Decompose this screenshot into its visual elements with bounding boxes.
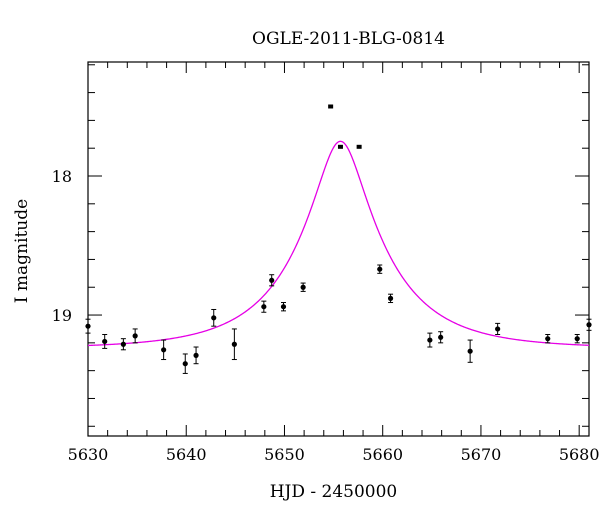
data-point (182, 361, 188, 367)
data-point (356, 144, 362, 149)
y-tick-label: 18 (52, 167, 72, 186)
x-axis-label: HJD - 2450000 (270, 482, 398, 502)
data-point (574, 336, 580, 342)
x-tick-label: 5660 (362, 445, 403, 464)
y-tick-label: 19 (52, 306, 72, 325)
data-point (467, 348, 473, 354)
data-points-layer (85, 104, 592, 374)
data-point (120, 341, 126, 347)
data-point (387, 295, 394, 301)
data-point (193, 352, 199, 358)
data-point (231, 341, 237, 347)
data-point (161, 347, 167, 353)
x-tick-label: 5640 (166, 445, 207, 464)
plot-frame (87, 61, 590, 437)
data-point (300, 284, 306, 290)
x-tick-label: 5650 (264, 445, 305, 464)
x-tick-label: 5680 (559, 445, 600, 464)
data-point (269, 277, 275, 283)
data-point (211, 315, 217, 321)
axis-tick-labels: 5630 5640 5650 5660 5670 5680 18 19 (52, 167, 600, 464)
model-curve (87, 140, 590, 347)
data-point (328, 104, 334, 109)
data-point (261, 304, 267, 310)
data-point (495, 326, 501, 332)
data-point (377, 266, 383, 272)
axis-ticks (87, 62, 589, 436)
model-curve-layer (87, 140, 590, 347)
data-point (337, 144, 343, 149)
data-point (85, 323, 91, 329)
data-point (102, 338, 108, 345)
y-axis-label: I magnitude (12, 199, 32, 303)
data-point (280, 304, 287, 310)
chart-title: OGLE-2011-BLG-0814 (252, 29, 445, 49)
data-point (545, 336, 551, 342)
data-point (438, 334, 444, 340)
data-point (586, 322, 592, 328)
x-tick-label: 5670 (461, 445, 502, 464)
data-point (427, 337, 433, 343)
x-tick-label: 5630 (68, 445, 109, 464)
data-point (132, 333, 138, 339)
